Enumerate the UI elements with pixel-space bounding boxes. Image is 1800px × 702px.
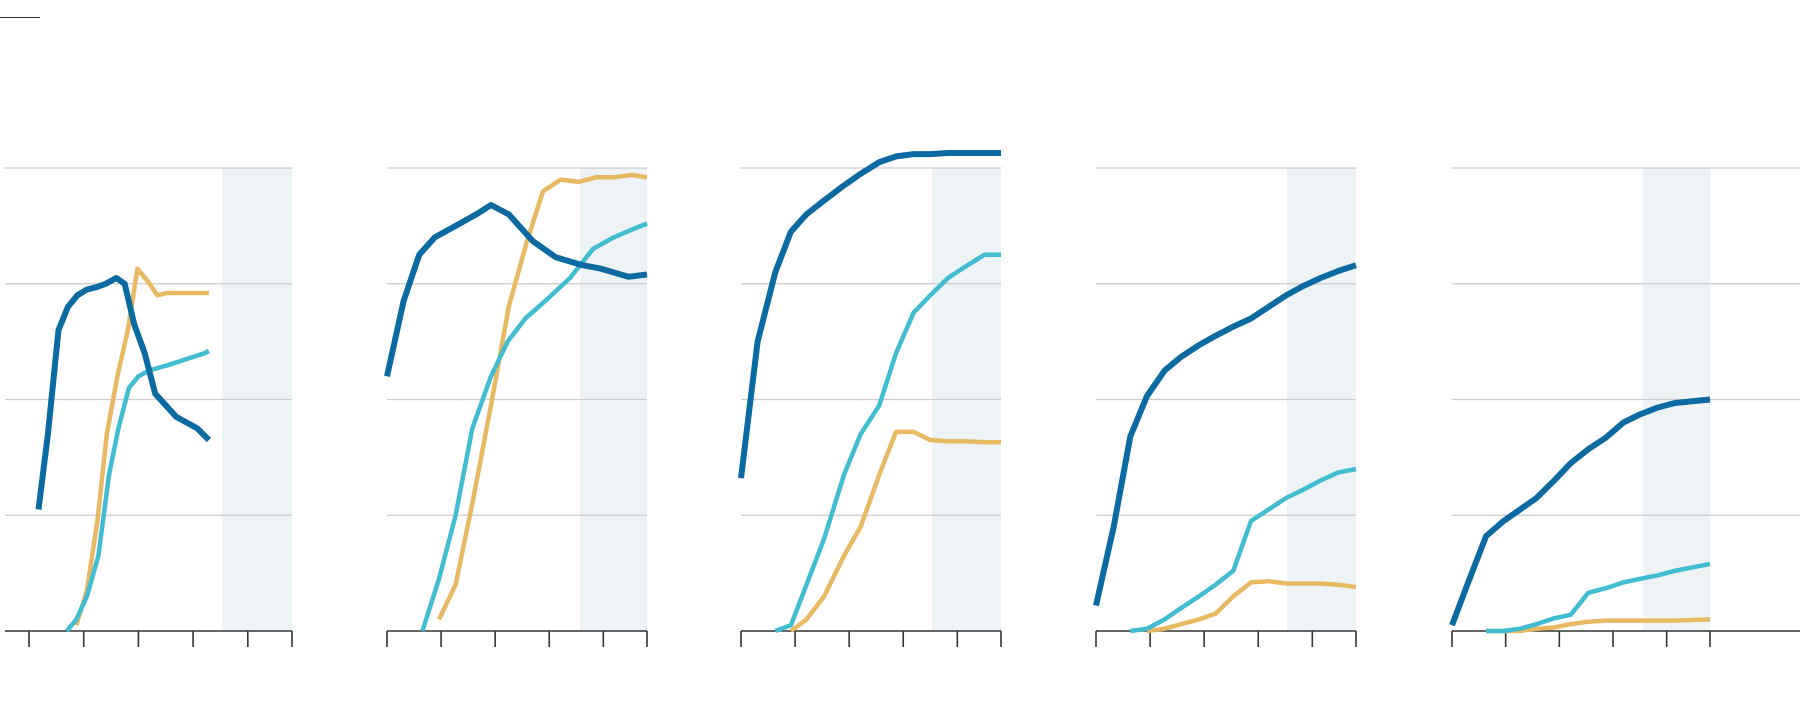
chart-panel-3: [738, 150, 1002, 647]
series-gold-line: [1146, 578, 1357, 634]
series-dark-line: [1093, 262, 1357, 607]
header-rule: [0, 17, 40, 18]
series-light-line: [774, 252, 1001, 634]
series-light-line: [420, 221, 648, 632]
chart-panel-2: [384, 167, 648, 647]
series-dark-line: [738, 150, 1001, 479]
series-dark-line: [384, 202, 648, 377]
chart-panel-4: [1093, 167, 1357, 647]
series-dark-line: [35, 275, 212, 510]
series-gold-line: [74, 266, 209, 626]
chart-panel-5: [1449, 167, 1800, 647]
series-gold-line: [789, 429, 1001, 633]
chart-panel-1: [5, 167, 293, 647]
series-light-line: [1129, 466, 1357, 634]
series-gold-line: [436, 172, 648, 621]
series-dark-line: [1449, 396, 1711, 627]
series-light-line: [1486, 561, 1711, 634]
series-gold-line: [1486, 617, 1711, 634]
series-light-line: [65, 348, 210, 633]
